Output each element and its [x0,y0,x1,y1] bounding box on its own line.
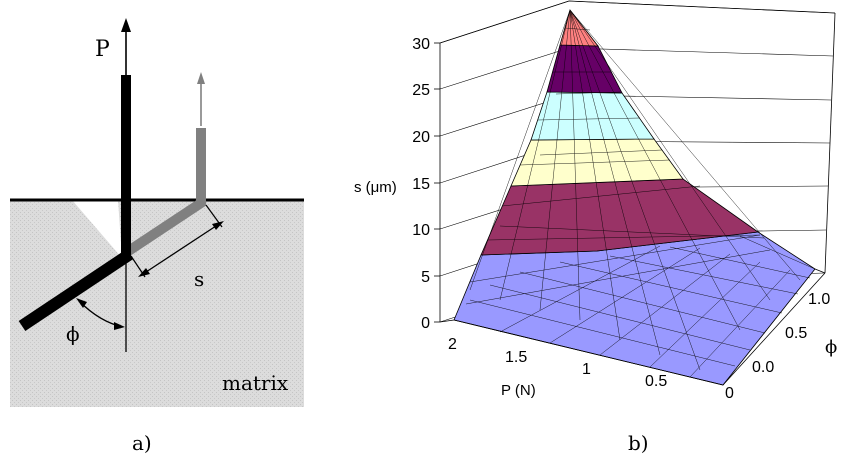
z-tick-labels: 30 25 20 15 10 5 0 [412,36,430,332]
phi-tick-labels: 0.0 0.5 1.0 [752,291,830,376]
grid-r-30 [568,0,836,14]
displacement-tick-b [205,204,223,228]
z-axis-label: s (μm) [354,179,397,196]
caption-a: a) [132,431,152,455]
floor-right-edge [814,268,826,274]
floor-left-edge [439,319,455,323]
caption-b: b) [628,431,649,455]
p-tick-labels: 2 1.5 1 0.5 0 [448,336,734,402]
phi-tick-label: 0.0 [752,359,774,376]
z-tick-label: 10 [412,222,430,239]
angle-arrow-b [114,322,125,330]
force-arrow-head [121,18,131,32]
surface-mesh [453,9,816,386]
displacement-arrow-start [138,268,150,277]
panel-b-surface-chart: 30 25 20 15 10 5 0 s (μm) 2 1.5 1 0.5 0 … [354,0,837,402]
phi-tick-label: 0.5 [785,325,807,342]
floor-front-left-edge [453,319,724,386]
debonded-wedge [72,200,122,258]
p-tick-label: 0.5 [645,373,667,390]
grid-r-25 [568,47,834,57]
grid-30 [439,0,570,44]
matrix-label: matrix [222,371,289,395]
x-axis-label: P (N) [501,382,536,399]
phi-tick-label: 1.0 [808,291,830,308]
p-tick-label: 0 [725,385,734,402]
mesh-lines-phi [465,27,771,305]
grey-arrow-head [197,72,205,84]
floor-front-right-edge [722,272,826,386]
displacement-tick-a [130,255,146,278]
mesh-lines-p [469,9,801,371]
y-axis-label: ϕ [825,337,837,358]
pulled-fiber [124,128,206,257]
angle-label: ϕ [66,322,80,346]
fiber-embedded-segment [18,249,134,331]
displacement-label: s [194,267,204,291]
z-tick-label: 30 [412,36,430,53]
angle-arrow-a [76,298,87,308]
z-tick-label: 20 [412,129,430,146]
force-label: P [95,37,110,62]
displacement-dimension-line [142,223,220,275]
grid-25 [439,47,570,90]
p-tick-label: 1.5 [505,349,527,366]
z-tick-label: 0 [421,315,430,332]
panel-a-schematic: P s ϕ matrix [10,18,304,407]
z-tick-label: 25 [412,82,430,99]
p-tick-label: 2 [448,336,457,353]
z-axis-tickmarks [434,42,440,323]
p-tick-label: 1 [582,361,591,378]
surface-band-15-20 [530,91,655,141]
displacement-arrow-end [212,221,224,230]
z-tick-label: 5 [421,269,430,286]
z-tick-label: 15 [412,176,430,193]
